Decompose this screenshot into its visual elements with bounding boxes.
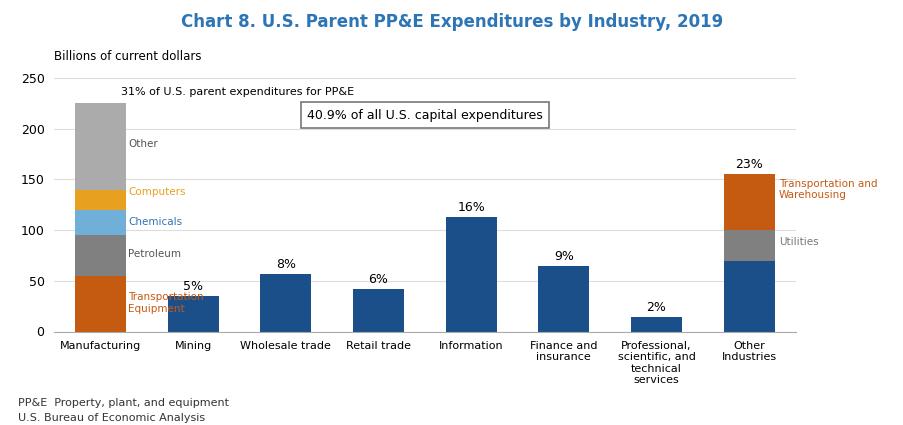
Text: 5%: 5% [183, 280, 203, 293]
Text: PP&E  Property, plant, and equipment: PP&E Property, plant, and equipment [18, 398, 228, 408]
Bar [353, 289, 404, 332]
Text: Other: Other [128, 139, 158, 149]
Text: 31% of U.S. parent expenditures for PP&E: 31% of U.S. parent expenditures for PP&E [121, 88, 354, 97]
Text: Transportation
Equipment: Transportation Equipment [128, 292, 204, 314]
Bar [75, 103, 126, 190]
Bar [75, 190, 126, 210]
Text: Chart 8. U.S. Parent PP&E Expenditures by Industry, 2019: Chart 8. U.S. Parent PP&E Expenditures b… [181, 13, 722, 31]
Text: Chemicals: Chemicals [128, 217, 182, 227]
Text: 23%: 23% [734, 159, 762, 171]
Bar [538, 266, 589, 332]
Text: Transportation and
Warehousing: Transportation and Warehousing [778, 179, 877, 201]
Text: Billions of current dollars: Billions of current dollars [54, 50, 201, 63]
Bar [723, 230, 774, 261]
Bar [723, 261, 774, 332]
Text: 16%: 16% [457, 201, 485, 214]
Text: 9%: 9% [554, 249, 573, 263]
Text: Utilities: Utilities [778, 237, 817, 247]
Text: Computers: Computers [128, 187, 186, 197]
Text: 6%: 6% [368, 273, 388, 286]
Bar [75, 210, 126, 235]
Text: 8%: 8% [275, 258, 295, 271]
Bar [723, 174, 774, 230]
Bar [168, 296, 219, 332]
Bar [75, 235, 126, 276]
Bar [445, 217, 496, 332]
Text: 40.9% of all U.S. capital expenditures: 40.9% of all U.S. capital expenditures [307, 108, 542, 122]
Bar [630, 317, 681, 332]
Bar [75, 276, 126, 332]
Text: U.S. Bureau of Economic Analysis: U.S. Bureau of Economic Analysis [18, 413, 205, 423]
Text: Petroleum: Petroleum [128, 249, 182, 260]
Bar [260, 274, 311, 332]
Text: 2%: 2% [646, 301, 666, 314]
